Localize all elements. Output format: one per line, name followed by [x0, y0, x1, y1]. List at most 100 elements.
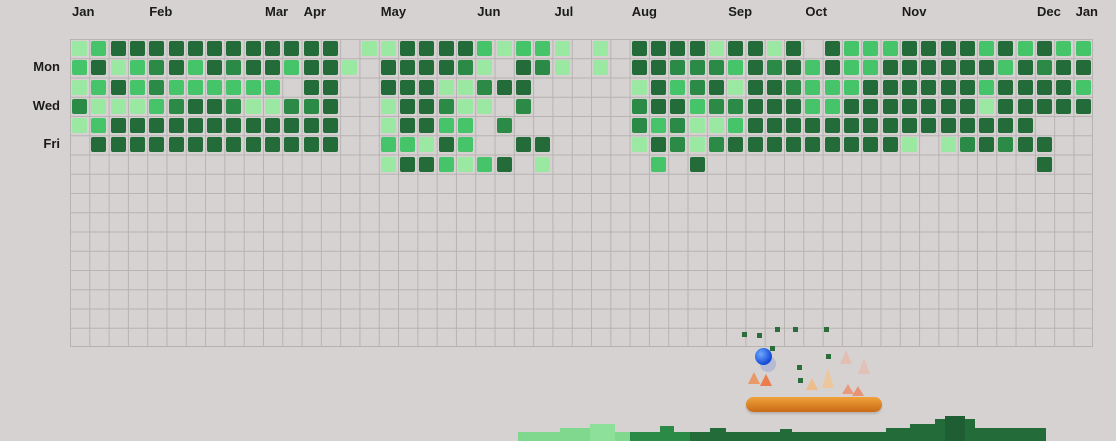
brick-cell	[438, 79, 454, 95]
brick-cell	[110, 79, 126, 95]
brick-cell	[226, 41, 242, 56]
paddle[interactable]	[746, 397, 882, 412]
brick-cell	[419, 79, 435, 95]
brick-cell	[940, 79, 956, 95]
brick-cell	[458, 98, 473, 114]
brick-cell	[786, 60, 802, 76]
brick-cell	[168, 60, 184, 76]
brick-cell	[477, 156, 493, 172]
brick-cell	[979, 41, 995, 56]
brick-cell	[882, 41, 898, 56]
brick-cell	[844, 137, 859, 153]
brick-cell	[631, 79, 647, 95]
brick-cell	[959, 41, 975, 56]
brick-cell	[1056, 60, 1072, 76]
brick-cell	[91, 79, 107, 95]
brick-cell	[940, 98, 956, 114]
brick-cell	[901, 137, 917, 153]
brick-cell	[303, 60, 319, 76]
brick-cell	[689, 60, 705, 76]
brick-cell	[824, 60, 840, 76]
brick-cell	[708, 60, 724, 76]
brick-cell	[786, 118, 802, 133]
month-label: Jan	[72, 4, 95, 19]
brick-cell	[110, 118, 126, 133]
terrain-dark	[780, 429, 792, 441]
brick-cell	[207, 137, 223, 153]
brick-cell	[921, 118, 937, 133]
brick-cell	[400, 137, 416, 153]
brick-cell	[265, 118, 280, 133]
brick-cell	[824, 118, 840, 133]
flame-particle	[852, 386, 864, 396]
ball	[755, 348, 772, 365]
terrain-mid	[660, 426, 674, 441]
brick-cell	[959, 98, 975, 114]
brick-cell	[747, 60, 763, 76]
brick-cell	[631, 98, 647, 114]
brick-cell	[303, 98, 319, 114]
brick-cell	[979, 118, 995, 133]
flame-particle	[840, 350, 852, 364]
debris-particle	[775, 327, 780, 332]
brick-cell	[689, 137, 705, 153]
brick-cell	[496, 118, 512, 133]
brick-cell	[477, 98, 493, 114]
flame-particle	[858, 358, 870, 374]
brick-cell	[380, 79, 396, 95]
brick-cell	[91, 137, 107, 153]
brick-cell	[91, 41, 107, 56]
brick-cell	[747, 79, 763, 95]
brick-cell	[844, 118, 859, 133]
debris-particle	[824, 327, 829, 332]
brick-cell	[149, 60, 165, 76]
brick-cell	[535, 60, 551, 76]
brick-cell	[72, 118, 87, 133]
brick-cell	[670, 137, 686, 153]
brick-cell	[226, 118, 242, 133]
flame-particle	[806, 378, 818, 390]
brick-cell	[380, 156, 396, 172]
brick-cell	[766, 60, 782, 76]
weekday-label: Fri	[43, 136, 60, 152]
brick-cell	[1037, 79, 1052, 95]
brick-cell	[1037, 98, 1052, 114]
brick-cell	[824, 137, 840, 153]
brick-cell	[921, 60, 937, 76]
brick-cell	[207, 79, 223, 95]
brick-cell	[303, 41, 319, 56]
brick-cell	[322, 118, 338, 133]
brick-cell	[921, 79, 937, 95]
brick-cell	[515, 137, 531, 153]
brick-cell	[708, 79, 724, 95]
brick-cell	[515, 60, 531, 76]
weekday-label: Wed	[32, 97, 60, 113]
brick-cell	[728, 118, 744, 133]
brick-cell	[226, 98, 242, 114]
brick-cell	[477, 79, 493, 95]
brick-cell	[1075, 41, 1091, 56]
brick-cell	[863, 60, 879, 76]
brick-cell	[535, 156, 551, 172]
brick-cell	[844, 98, 859, 114]
brick-cell	[593, 41, 609, 56]
brick-cell	[226, 137, 242, 153]
brick-cell	[400, 79, 416, 95]
brick-cell	[1017, 118, 1033, 133]
brick-cell	[959, 60, 975, 76]
brick-cell	[708, 98, 724, 114]
brick-cell	[940, 118, 956, 133]
flame-particle	[748, 372, 760, 384]
brick-cell	[207, 98, 223, 114]
brick-cell	[265, 79, 280, 95]
brick-cell	[419, 137, 435, 153]
brick-cell	[458, 118, 473, 133]
brick-cell	[458, 60, 473, 76]
brick-cell	[554, 41, 570, 56]
brick-cell	[882, 98, 898, 114]
brick-cell	[226, 79, 242, 95]
brick-cell	[998, 98, 1014, 114]
brick-cell	[844, 60, 859, 76]
